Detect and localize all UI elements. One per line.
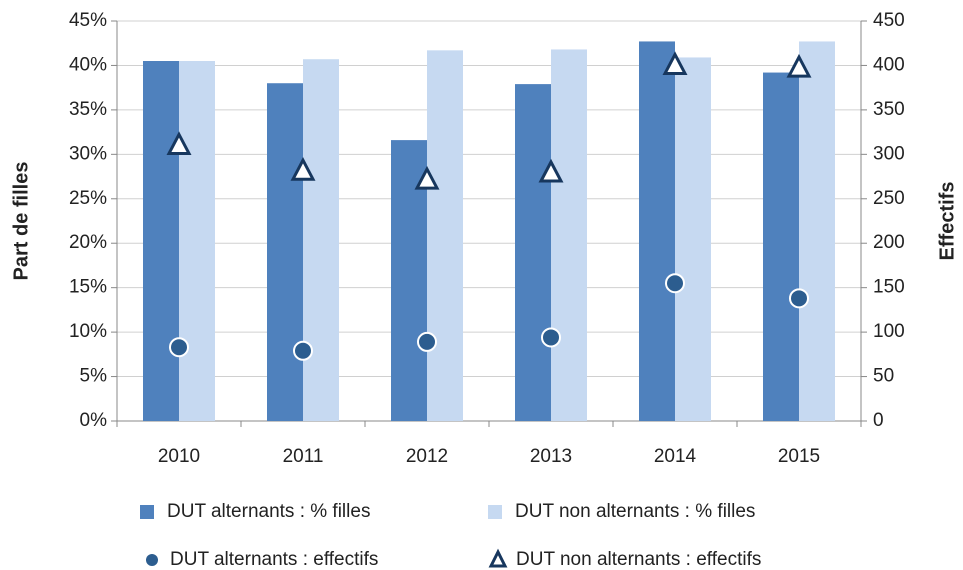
- bar: [639, 41, 675, 421]
- marker-triangle: [786, 53, 812, 78]
- bar: [267, 83, 303, 421]
- y-tick-label: 5%: [80, 366, 108, 387]
- legend-label: DUT alternants : effectifs: [170, 549, 378, 570]
- x-tick-label: 2015: [778, 446, 820, 467]
- marker-triangle: [414, 165, 440, 190]
- legend-swatch: [140, 505, 154, 519]
- y2-tick-label: 150: [873, 277, 905, 298]
- marker-circle: [417, 331, 437, 352]
- legend-swatch: [488, 505, 502, 519]
- y-axis-title: Part de filles: [10, 162, 32, 281]
- y2-tick-label: 450: [873, 10, 905, 31]
- bar: [515, 84, 551, 421]
- marker-circle: [541, 327, 561, 348]
- marker-circle: [169, 337, 189, 358]
- x-tick-label: 2012: [406, 446, 448, 467]
- x-tick-label: 2010: [158, 446, 200, 467]
- y-tick-label: 30%: [69, 143, 107, 164]
- legend-label: DUT non alternants : effectifs: [516, 549, 761, 570]
- y2-tick-label: 300: [873, 143, 905, 164]
- legend-swatch: [146, 554, 158, 566]
- legend-label: DUT non alternants : % filles: [515, 501, 755, 522]
- marker-circle: [665, 273, 685, 294]
- y2-tick-label: 200: [873, 232, 905, 253]
- bar: [179, 61, 215, 421]
- legend-label: DUT alternants : % filles: [167, 501, 370, 522]
- y-tick-label: 10%: [69, 321, 107, 342]
- y2-tick-label: 350: [873, 99, 905, 120]
- bar: [303, 59, 339, 421]
- bar: [799, 41, 835, 421]
- x-tick-label: 2011: [283, 446, 324, 467]
- y-tick-label: 35%: [69, 99, 107, 120]
- y-tick-label: 0%: [80, 410, 108, 431]
- y2-axis-title: Effectifs: [936, 182, 958, 261]
- y2-tick-label: 0: [873, 410, 884, 431]
- y-tick-label: 25%: [69, 188, 107, 209]
- bar: [427, 50, 463, 421]
- bar: [143, 61, 179, 421]
- marker-triangle: [290, 157, 316, 181]
- y2-tick-label: 50: [873, 366, 894, 387]
- bar: [675, 57, 711, 421]
- y-tick-label: 15%: [69, 277, 107, 298]
- y2-tick-label: 250: [873, 188, 905, 209]
- x-tick-label: 2013: [530, 446, 572, 467]
- marker-circle: [789, 288, 809, 309]
- y2-tick-label: 100: [873, 321, 905, 342]
- marker-triangle: [166, 131, 192, 155]
- y-tick-label: 20%: [69, 232, 107, 253]
- y-tick-label: 40%: [69, 54, 107, 75]
- bar: [763, 72, 799, 422]
- bar: [551, 49, 587, 421]
- y2-tick-label: 400: [873, 54, 905, 75]
- x-tick-label: 2014: [654, 446, 697, 467]
- y-tick-label: 45%: [69, 10, 107, 31]
- legend-swatch: [488, 548, 508, 568]
- marker-circle: [293, 340, 313, 361]
- marker-triangle: [662, 51, 688, 75]
- marker-triangle: [538, 158, 564, 183]
